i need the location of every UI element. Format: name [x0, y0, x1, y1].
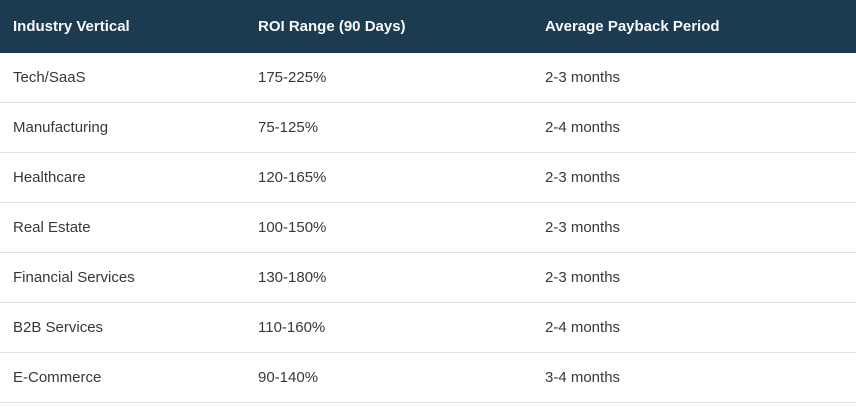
table-row-manufacturing: Manufacturing 75-125% 2-4 months	[0, 102, 856, 153]
cell-payback-period: 2-4 months	[532, 102, 856, 153]
table-row-healthcare: Healthcare 120-165% 2-3 months	[0, 152, 856, 203]
cell-roi-range: 175-225%	[245, 53, 532, 103]
cell-roi-range: 130-180%	[245, 252, 532, 303]
cell-roi-range: 120-165%	[245, 152, 532, 203]
column-header-average-payback-period: Average Payback Period	[532, 0, 856, 53]
cell-industry: Healthcare	[0, 152, 245, 203]
table-row-real-estate: Real Estate 100-150% 2-3 months	[0, 202, 856, 253]
cell-roi-range: 100-150%	[245, 202, 532, 253]
cell-payback-period: 2-4 months	[532, 302, 856, 353]
cell-industry: B2B Services	[0, 302, 245, 353]
cell-roi-range: 75-125%	[245, 102, 532, 153]
cell-industry: Financial Services	[0, 252, 245, 303]
table-header-row: Industry Vertical ROI Range (90 Days) Av…	[0, 0, 856, 53]
column-header-roi-range: ROI Range (90 Days)	[245, 0, 532, 53]
table-row-b2b-services: B2B Services 110-160% 2-4 months	[0, 302, 856, 353]
cell-payback-period: 2-3 months	[532, 152, 856, 203]
cell-roi-range: 110-160%	[245, 302, 532, 353]
cell-industry: E-Commerce	[0, 352, 245, 403]
cell-industry: Manufacturing	[0, 102, 245, 153]
table-row-financial-services: Financial Services 130-180% 2-3 months	[0, 252, 856, 303]
column-header-industry-vertical: Industry Vertical	[0, 0, 245, 53]
cell-payback-period: 2-3 months	[532, 202, 856, 253]
cell-roi-range: 90-140%	[245, 352, 532, 403]
table-body: Tech/SaaS 175-225% 2-3 months Manufactur…	[0, 53, 856, 403]
table-header: Industry Vertical ROI Range (90 Days) Av…	[0, 0, 856, 53]
cell-payback-period: 2-3 months	[532, 53, 856, 103]
table-row-e-commerce: E-Commerce 90-140% 3-4 months	[0, 352, 856, 403]
cell-payback-period: 2-3 months	[532, 252, 856, 303]
cell-industry: Real Estate	[0, 202, 245, 253]
cell-industry: Tech/SaaS	[0, 53, 245, 103]
cell-payback-period: 3-4 months	[532, 352, 856, 403]
table-row-tech-saas: Tech/SaaS 175-225% 2-3 months	[0, 53, 856, 103]
